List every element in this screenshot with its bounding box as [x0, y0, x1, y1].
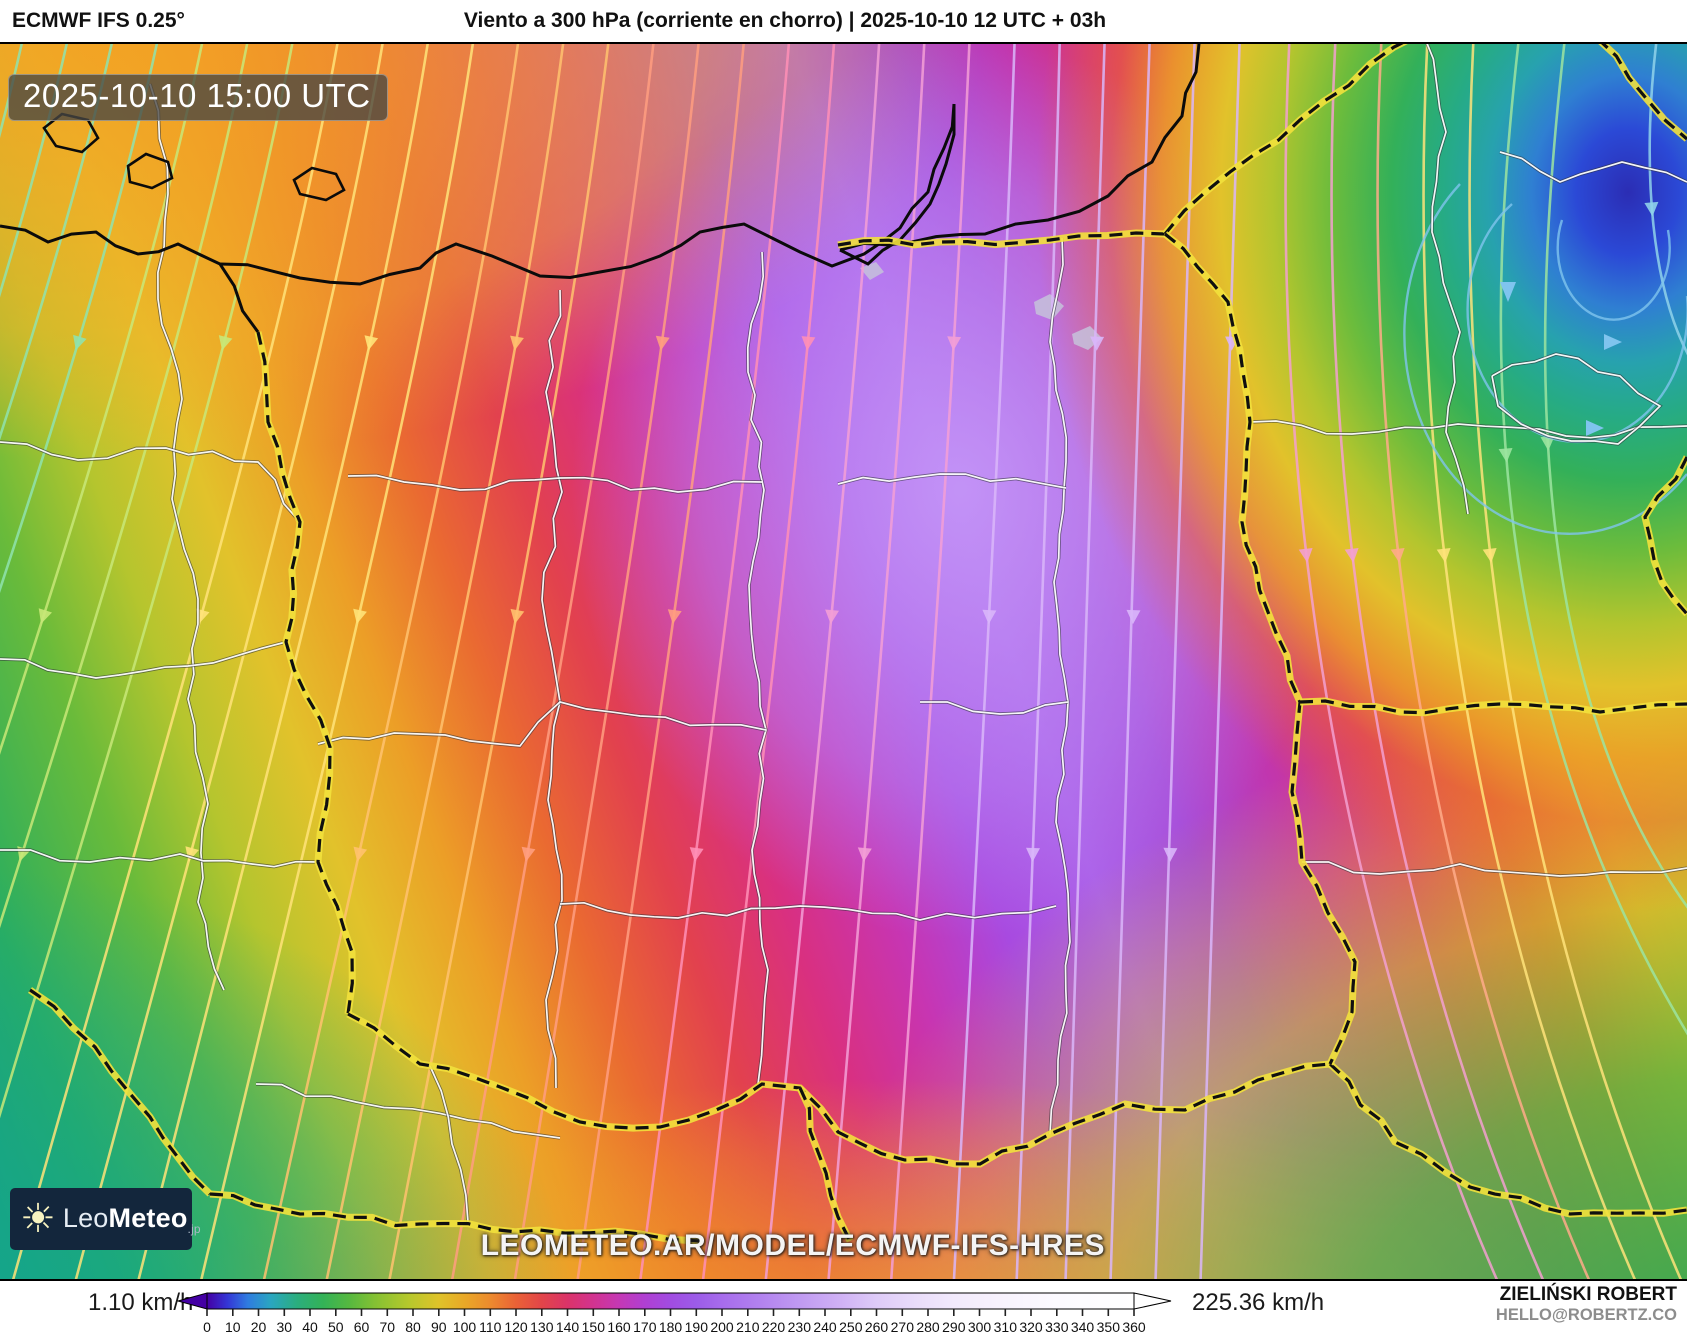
tick-label: 20 [250, 1319, 267, 1335]
tick-label: 130 [530, 1319, 554, 1335]
legend-bar: 1.10 km/h 0 10 20 30 40 50 60 70 80 90 100 110 120 13… [0, 1281, 1687, 1337]
credits: ZIELIŃSKI ROBERT HELLO@ROBERTZ.CO [1496, 1284, 1677, 1326]
tick-label: 290 [942, 1319, 966, 1335]
model-label: ECMWF IFS 0.25° [12, 9, 185, 32]
tick-label: 350 [1096, 1319, 1120, 1335]
tick-label: 310 [993, 1319, 1017, 1335]
credit-contact: HELLO@ROBERTZ.CO [1495, 1306, 1677, 1325]
tick-label: 230 [787, 1319, 811, 1335]
tick-label: 50 [328, 1319, 344, 1335]
tick-label: 190 [684, 1319, 708, 1335]
tick-label: 200 [710, 1319, 734, 1335]
colorbar [177, 1292, 1172, 1316]
tick-label: 90 [431, 1319, 447, 1335]
tick-label: 180 [658, 1319, 683, 1335]
tick-label: 340 [1070, 1319, 1095, 1335]
leometeo-logo: ☀ LeoMeteo.jp [10, 1188, 201, 1250]
tick-label: 40 [302, 1319, 318, 1335]
colorbar-tick-labels: 0 10 20 30 40 50 60 70 80 90 100 110 120 130 140 150 160… [177, 1319, 1172, 1335]
tick-label: 220 [761, 1319, 786, 1335]
tick-label: 270 [890, 1319, 914, 1335]
map-canvas [0, 44, 1687, 1279]
tick-label: 100 [452, 1319, 477, 1335]
tick-label: 140 [555, 1319, 580, 1335]
scale-max-label: 225.36 km/h [1192, 1289, 1325, 1316]
scale-min-label: 1.10 km/h [88, 1289, 194, 1316]
tick-label: 80 [405, 1319, 421, 1335]
tick-label: 170 [633, 1319, 657, 1335]
tick-label: 60 [353, 1319, 370, 1335]
weather-map[interactable]: 2025-10-10 15:00 UTC ☀ LeoMeteo.jp LEOME… [0, 42, 1687, 1281]
tick-label: 260 [864, 1319, 889, 1335]
tick-label: 360 [1122, 1319, 1146, 1335]
tick-label: 120 [504, 1319, 528, 1335]
tick-label: 150 [581, 1319, 605, 1335]
tick-label: 70 [379, 1319, 396, 1335]
watermark: LEOMETEO.AR/MODEL/ECMWF-IFS-HRES [480, 1229, 1106, 1262]
tick-label: 10 [225, 1319, 241, 1335]
tick-label: 30 [276, 1319, 293, 1335]
credit-author: ZIELIŃSKI ROBERT [1499, 1284, 1677, 1305]
page-title: Viento a 300 hPa (corriente en chorro) |… [463, 9, 1107, 32]
logo-text: LeoMeteo.jp [62, 1202, 201, 1236]
header-bar: ECMWF IFS 0.25° Viento a 300 hPa (corrie… [0, 0, 1687, 42]
tick-label: 210 [736, 1319, 760, 1335]
tick-label: 300 [967, 1319, 992, 1335]
tick-label: 240 [813, 1319, 837, 1335]
tick-label: 320 [1019, 1319, 1043, 1335]
tick-label: 160 [607, 1319, 631, 1335]
tick-label: 250 [839, 1319, 863, 1335]
sun-icon: ☀ [20, 1197, 56, 1241]
tick-label: 280 [916, 1319, 940, 1335]
tick-label: 110 [479, 1319, 502, 1335]
tick-label: 0 [203, 1319, 211, 1335]
timestamp-badge: 2025-10-10 15:00 UTC [8, 74, 388, 121]
tick-label: 330 [1045, 1319, 1069, 1335]
